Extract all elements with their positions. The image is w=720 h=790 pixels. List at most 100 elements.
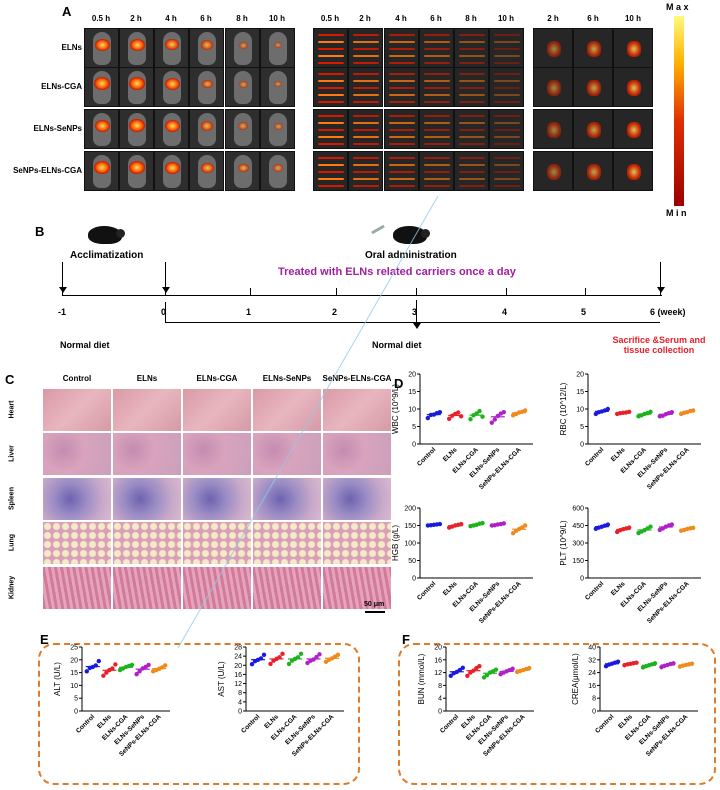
scale-bar-label: 50 μm xyxy=(364,601,385,608)
gut-segment xyxy=(318,171,344,173)
signal xyxy=(237,163,249,173)
colorbar xyxy=(674,16,684,206)
timeline-axis xyxy=(62,295,662,296)
gut-segment xyxy=(424,185,450,187)
signal xyxy=(165,39,179,51)
data-point xyxy=(516,410,522,415)
time-label-left-3: 6 h xyxy=(200,14,212,23)
data-point xyxy=(684,526,690,532)
organ-image xyxy=(533,151,573,191)
gut-segment xyxy=(494,129,520,131)
x-tick-label: SeNPs-ELNs-CGA xyxy=(478,580,523,625)
data-point xyxy=(669,522,675,527)
organ-image xyxy=(573,109,613,149)
mouse-image xyxy=(260,28,295,68)
he-image xyxy=(252,521,322,565)
gut-segment xyxy=(459,94,485,96)
x-tick-label: ELNs-CGA xyxy=(451,446,480,475)
data-point xyxy=(471,413,476,418)
gi-tract-image xyxy=(348,28,383,68)
mouse-image xyxy=(225,109,260,149)
mouse-image xyxy=(119,28,154,68)
organ-image xyxy=(613,151,653,191)
organ-signal xyxy=(587,122,601,138)
time-label-left-2: 4 h xyxy=(165,14,177,23)
treated-label: Treated with ELNs related carriers once … xyxy=(278,266,516,278)
colorbar-max-label: M a x xyxy=(666,2,689,12)
he-row-label: Lung xyxy=(8,533,16,552)
data-point xyxy=(626,525,632,530)
panel-a-label: A xyxy=(62,4,72,19)
signal xyxy=(238,80,248,88)
gut-segment xyxy=(318,143,344,145)
gut-segment xyxy=(459,80,485,82)
he-row-label: Liver xyxy=(8,445,16,462)
he-column-label: ELNs-SeNPs xyxy=(262,374,312,383)
time-label-mid-3: 6 h xyxy=(430,14,442,23)
organ-signal xyxy=(587,80,601,96)
gut-segment xyxy=(494,41,520,43)
arrow-head xyxy=(162,287,170,293)
data-point xyxy=(510,413,516,418)
gut-segment xyxy=(424,164,450,166)
mouse-image xyxy=(154,109,189,149)
gi-tract-image xyxy=(419,109,454,149)
x-tick-label: Control xyxy=(416,446,437,467)
y-tick-label: 20 xyxy=(576,372,584,379)
timeline-tick xyxy=(336,288,337,296)
mouse-image xyxy=(154,28,189,68)
x-tick-label: Control xyxy=(584,580,605,601)
y-tick-label: 450 xyxy=(572,523,584,530)
gut-segment xyxy=(459,157,485,159)
he-image xyxy=(322,388,392,432)
gut-segment xyxy=(353,122,379,124)
organ-signal xyxy=(547,164,561,180)
gut-segment xyxy=(459,87,485,89)
y-tick-label: 10 xyxy=(408,407,416,414)
gi-tract-image xyxy=(489,109,524,149)
gut-segment xyxy=(389,129,415,131)
gi-tract-image xyxy=(489,67,524,107)
gut-segment xyxy=(494,178,520,180)
data-point xyxy=(639,413,644,418)
data-point xyxy=(468,524,473,529)
gut-segment xyxy=(389,87,415,89)
gut-segment xyxy=(424,115,450,117)
signal xyxy=(94,77,110,90)
panel-d-label: D xyxy=(394,376,404,391)
organ-image xyxy=(533,67,573,107)
gut-segment xyxy=(318,136,344,138)
signal xyxy=(94,161,110,174)
mouse-head-icon xyxy=(116,229,125,238)
mouse-image xyxy=(154,151,189,191)
organ-image xyxy=(533,109,573,149)
gut-segment xyxy=(459,55,485,57)
he-image xyxy=(252,432,322,476)
gut-segment xyxy=(494,171,520,173)
mouse-image xyxy=(260,151,295,191)
organ-signal xyxy=(627,41,641,57)
mouse-image xyxy=(189,67,224,107)
data-point xyxy=(620,410,626,416)
data-point xyxy=(455,410,461,415)
he-image xyxy=(112,521,182,565)
organ-image xyxy=(613,67,653,107)
gut-segment xyxy=(424,136,450,138)
x-tick-label: SeNPs-ELNs-CGA xyxy=(646,446,691,491)
gut-segment xyxy=(389,41,415,43)
signal xyxy=(201,79,213,89)
he-image xyxy=(42,388,112,432)
he-column-label: ELNs-CGA xyxy=(196,374,238,383)
data-point xyxy=(639,529,644,534)
gut-segment xyxy=(389,164,415,166)
gut-segment xyxy=(459,101,485,103)
data-point xyxy=(431,412,437,417)
gut-segment xyxy=(389,73,415,75)
data-point xyxy=(678,528,684,533)
data-point xyxy=(599,524,605,529)
data-point xyxy=(425,415,431,421)
signal xyxy=(238,122,248,130)
data-point xyxy=(468,416,473,422)
gut-segment xyxy=(318,178,344,180)
organ-image xyxy=(573,67,613,107)
